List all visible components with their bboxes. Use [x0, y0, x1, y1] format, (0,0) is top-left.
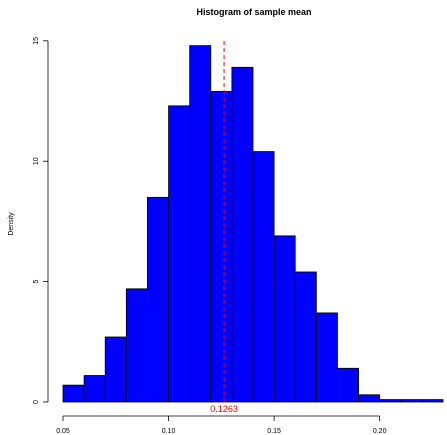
y-tick-label: 5 — [33, 280, 40, 284]
mean-label: 0.1263 — [210, 404, 238, 414]
histogram-bar — [147, 196, 169, 403]
histogram-bar — [83, 375, 106, 403]
x-axis: 0.05 0.10 0.15 0.20 — [56, 415, 387, 435]
histogram-bar — [294, 271, 317, 403]
y-axis-label: Density — [8, 212, 15, 236]
histogram-bar — [337, 367, 359, 403]
mean-reference: 0.1263 — [210, 41, 238, 414]
histogram-bar — [400, 399, 423, 403]
x-tick-label: 0.10 — [162, 428, 176, 435]
y-axis: 0 5 10 15 — [33, 37, 49, 404]
histogram-bar — [62, 384, 85, 403]
histogram-bar — [210, 90, 233, 403]
histogram-bar — [315, 312, 338, 403]
x-tick-label: 0.05 — [56, 428, 70, 435]
histogram-bar — [231, 66, 254, 403]
y-tick-label: 10 — [33, 157, 40, 165]
histogram-bars — [62, 45, 444, 403]
histogram-bar — [125, 288, 148, 403]
x-tick-label: 0.20 — [373, 428, 387, 435]
histogram-bar — [168, 105, 191, 403]
histogram-bar — [358, 394, 381, 403]
y-tick-label: 15 — [33, 37, 40, 45]
chart-title: Histogram of sample mean — [196, 7, 311, 17]
histogram-bar — [273, 235, 296, 403]
histogram-bar — [189, 45, 212, 403]
histogram-bar — [104, 336, 127, 403]
histogram-bar — [252, 151, 275, 403]
y-tick-label: 0 — [33, 400, 40, 404]
histogram-bar — [421, 399, 444, 403]
x-tick-label: 0.15 — [267, 428, 281, 435]
histogram-bar — [379, 399, 402, 403]
